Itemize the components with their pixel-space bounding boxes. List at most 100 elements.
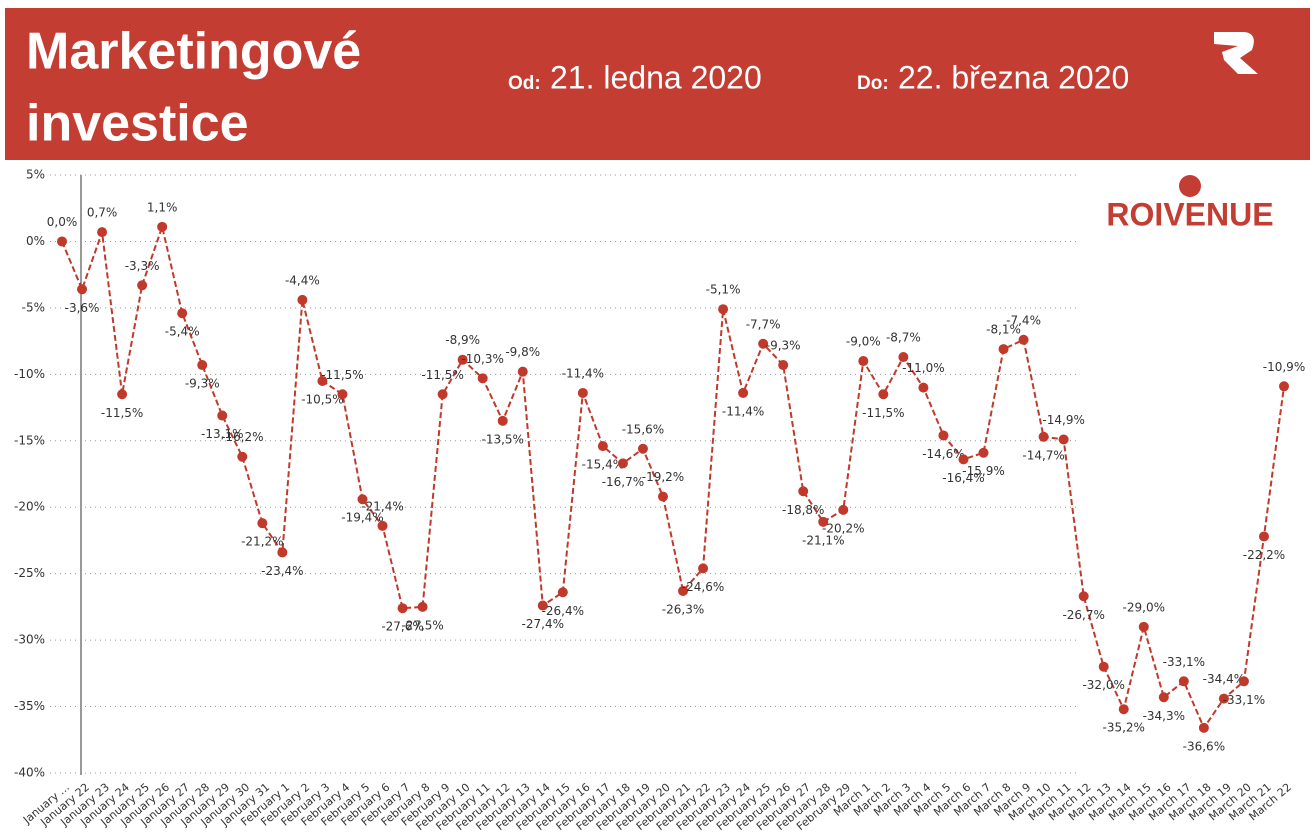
data-label: -13,5% (481, 432, 523, 446)
data-point (1138, 621, 1149, 632)
data-point (317, 375, 328, 386)
data-label: -33,1% (1163, 655, 1205, 669)
data-label: -18,8% (782, 503, 824, 517)
y-tick-label: -30% (14, 633, 45, 647)
data-label: -8,1% (986, 323, 1021, 337)
data-label: -29,0% (1123, 600, 1165, 614)
data-point (497, 415, 508, 426)
data-point (898, 352, 909, 363)
data-point (337, 389, 348, 400)
data-label: -27,5% (401, 618, 443, 632)
data-point (577, 387, 588, 398)
data-point (978, 447, 989, 458)
data-label: -11,5% (321, 368, 363, 382)
data-label: 1,1% (147, 200, 178, 214)
data-label: -21,2% (241, 535, 283, 549)
data-point (1058, 434, 1069, 445)
data-label: -15,4% (582, 458, 624, 472)
data-label: -16,2% (221, 430, 263, 444)
data-point (177, 308, 188, 319)
data-label: -34,3% (1143, 709, 1185, 723)
data-point (517, 366, 528, 377)
data-label: -19,4% (341, 511, 383, 525)
data-point (718, 304, 729, 315)
data-label: -8,7% (886, 331, 921, 345)
data-point (1038, 431, 1049, 442)
data-label: -14,7% (1022, 448, 1064, 462)
data-point (1178, 676, 1189, 687)
data-point (938, 430, 949, 441)
data-point (958, 454, 969, 465)
data-label: -23,4% (261, 564, 303, 578)
data-label: -14,9% (1042, 413, 1084, 427)
data-label: -11,4% (562, 366, 604, 380)
data-label: -8,9% (445, 333, 480, 347)
data-label: -15,6% (622, 422, 664, 436)
data-label: -5,4% (165, 325, 200, 339)
data-label: -10,5% (301, 392, 343, 406)
data-label: -3,6% (65, 301, 100, 315)
data-label: -15,9% (962, 464, 1004, 478)
data-label: -26,7% (1062, 608, 1104, 622)
data-point (157, 221, 168, 232)
data-point (117, 389, 128, 400)
data-point (818, 516, 829, 527)
y-tick-label: -10% (14, 367, 45, 381)
data-label: -13,1% (201, 427, 243, 441)
data-point (77, 284, 88, 295)
data-point (57, 236, 67, 247)
data-label: -11,0% (902, 361, 944, 375)
data-point (758, 338, 769, 349)
data-label: -33,1% (1223, 693, 1265, 707)
data-point (1098, 661, 1109, 672)
data-label: -32,0% (1082, 678, 1124, 692)
data-point (617, 458, 628, 469)
data-label: -11,4% (722, 404, 764, 418)
data-point (377, 520, 388, 531)
data-label: -9,3% (766, 339, 801, 353)
data-label: -35,2% (1103, 721, 1145, 735)
data-label: -14,6% (922, 447, 964, 461)
data-point (537, 600, 548, 611)
data-label: -26,3% (662, 602, 704, 616)
data-point (257, 518, 268, 529)
data-point (1258, 531, 1269, 542)
data-point (137, 280, 148, 291)
data-label: -10,9% (1263, 360, 1305, 374)
data-label: -9,3% (185, 377, 220, 391)
title-line-2: investice (26, 95, 249, 153)
data-point (437, 389, 448, 400)
data-label: -36,6% (1183, 739, 1225, 753)
y-tick-label: 0% (26, 234, 45, 248)
data-label: -11,5% (101, 406, 143, 420)
y-tick-label: -15% (14, 433, 45, 447)
data-point (1118, 704, 1129, 715)
data-point (557, 587, 568, 598)
data-label: -21,4% (361, 499, 403, 513)
data-point (778, 360, 789, 371)
y-tick-label: -20% (14, 500, 45, 514)
title-line-1: Marketingové (26, 23, 361, 81)
from-date: 21. ledna 2020 (550, 59, 762, 95)
y-tick-label: 5% (26, 168, 45, 182)
data-label: -24,6% (682, 580, 724, 594)
y-tick-label: -5% (22, 300, 45, 314)
data-point (698, 563, 709, 574)
data-point (237, 451, 248, 462)
data-point (217, 410, 228, 421)
data-point (417, 601, 428, 612)
data-label: 0,7% (87, 206, 118, 220)
data-point (657, 491, 668, 502)
data-point (878, 389, 889, 400)
y-tick-label: -25% (14, 566, 45, 580)
data-label: -20,2% (822, 521, 864, 535)
data-point (1218, 693, 1229, 704)
y-tick-label: -35% (14, 699, 45, 713)
data-point (838, 504, 849, 515)
data-label: -9,0% (846, 335, 881, 349)
data-point (1279, 381, 1289, 392)
header-bar (5, 8, 1310, 160)
data-point (1158, 692, 1169, 703)
header-logo (1214, 32, 1258, 74)
